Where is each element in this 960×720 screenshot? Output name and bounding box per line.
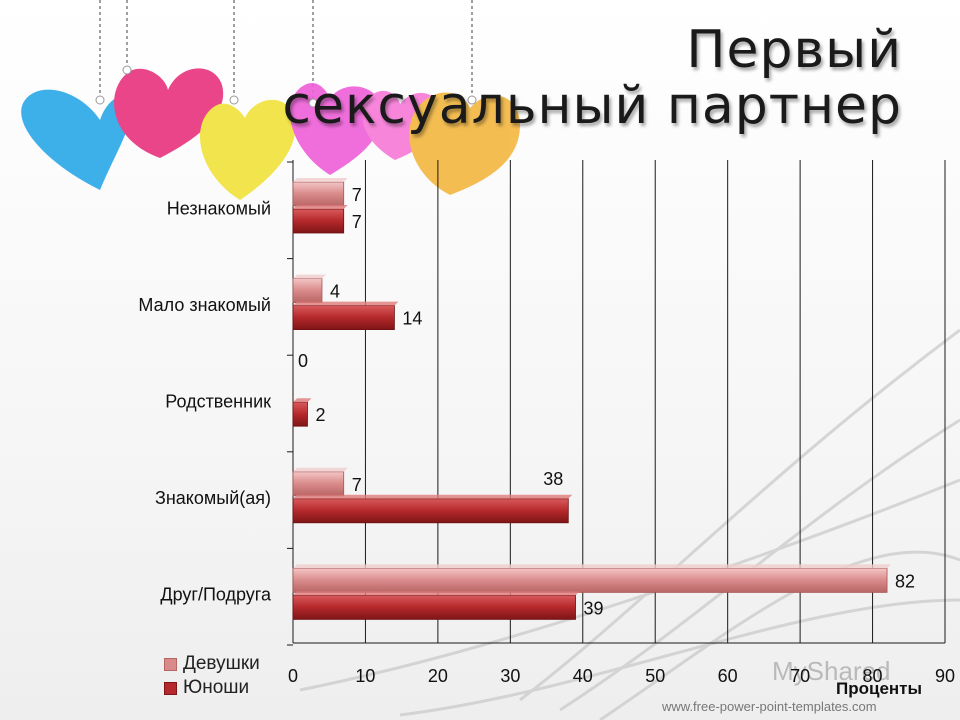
- data-label-girls: 7: [352, 185, 362, 205]
- y-category-label: Друг/Подруга: [160, 585, 272, 605]
- page-title: Первый сексуальный партнер: [282, 22, 902, 134]
- bar-boys: [292, 595, 576, 620]
- x-tick-label: 80: [863, 666, 883, 686]
- legend-swatch-boys: [164, 681, 177, 695]
- x-tick-label: 10: [355, 666, 375, 686]
- bar-boys: [292, 401, 308, 427]
- bar-top-face: [293, 178, 348, 182]
- x-tick-label: 40: [573, 666, 593, 686]
- title-line-2: сексуальный партнер: [282, 76, 902, 136]
- bar-girls: [292, 181, 345, 207]
- data-label-girls: 7: [352, 475, 362, 495]
- bar-girls: [292, 568, 888, 593]
- y-category-label: Родственник: [165, 392, 271, 412]
- data-label-boys: 7: [352, 212, 362, 232]
- y-category-label: Знакомый(ая): [155, 488, 271, 508]
- bar-top-face: [293, 274, 326, 279]
- data-label-girls: 0: [298, 351, 308, 371]
- y-category-label: Мало знакомый: [138, 295, 271, 315]
- x-axis-label: Проценты: [836, 679, 923, 698]
- bars: [292, 178, 892, 620]
- y-category-label: Незнакомый: [167, 198, 271, 218]
- bar-boys: [292, 305, 395, 331]
- bar-top-face: [293, 467, 348, 472]
- bar-top-face: [293, 564, 892, 569]
- x-tick-label: 0: [288, 666, 298, 686]
- bar-top-face: [293, 494, 573, 499]
- legend-label-girls: Девушки: [183, 653, 260, 674]
- legend-item-girls: Девушки: [164, 652, 260, 676]
- legend: Девушки Юноши: [164, 652, 260, 700]
- watermark: MyShared: [772, 656, 891, 686]
- x-tick-label: 50: [645, 666, 665, 686]
- x-tick-label: 20: [428, 666, 448, 686]
- legend-label-boys: Юноши: [183, 677, 250, 698]
- x-tick-label: 90: [935, 666, 955, 686]
- bar-top-face: [293, 205, 348, 209]
- data-label-boys: 38: [543, 469, 563, 489]
- grid: [287, 160, 946, 646]
- bar-top-face: [293, 398, 312, 403]
- bar-top-face: [293, 591, 580, 596]
- footer-url: www.free-power-point-templates.com: [662, 699, 877, 714]
- title-line-1: Первый: [686, 20, 902, 80]
- x-tick-label: 60: [718, 666, 738, 686]
- legend-item-boys: Юноши: [164, 676, 260, 700]
- bar-boys: [292, 498, 569, 524]
- data-label-boys: 39: [584, 598, 604, 618]
- bar-boys: [292, 208, 345, 234]
- data-label-girls: 4: [330, 282, 340, 302]
- data-label-boys: 14: [402, 309, 422, 329]
- bar-top-face: [293, 301, 399, 306]
- legend-swatch-girls: [164, 657, 177, 671]
- data-label-boys: 2: [315, 405, 325, 425]
- bar-girls: [292, 278, 323, 304]
- bar-girls: [292, 471, 345, 497]
- x-tick-label: 70: [790, 666, 810, 686]
- x-tick-label: 30: [500, 666, 520, 686]
- data-label-girls: 82: [895, 571, 915, 591]
